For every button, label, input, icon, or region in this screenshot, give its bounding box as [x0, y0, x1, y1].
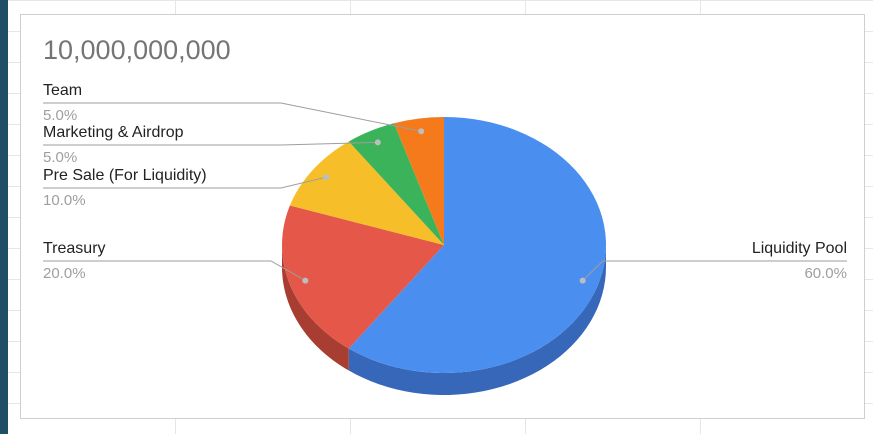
slice-label: Team [43, 82, 82, 99]
chart-card[interactable]: 10,000,000,000 Liquidity Pool 60.0% Treasu… [20, 14, 865, 419]
label-treasury: Treasury 20.0% [43, 240, 309, 284]
pie-slice-marketing-airdrop[interactable] [348, 123, 444, 245]
chart-title: 10,000,000,000 [43, 35, 231, 65]
label-dot [323, 174, 330, 181]
label-leader-line [43, 141, 378, 146]
label-dot [418, 128, 425, 135]
slice-percent: 10.0% [43, 192, 86, 209]
label-dot [579, 277, 586, 284]
pie-side-liquidity-pool [348, 245, 606, 395]
label-leader-line [582, 260, 847, 281]
pie-slices [282, 117, 607, 373]
label-dot [374, 139, 381, 146]
label-team: Team 5.0% [43, 82, 425, 135]
label-leader-line [43, 102, 422, 132]
pie-sides [282, 245, 606, 395]
window-edge [0, 0, 8, 434]
label-liquidity-pool: Liquidity Pool 60.0% [579, 240, 847, 284]
pie-slice-liquidity-pool[interactable] [348, 117, 607, 373]
slice-percent: 60.0% [804, 265, 847, 282]
label-leader-line [43, 260, 306, 282]
pie-slice-treasury[interactable] [282, 205, 444, 349]
slice-percent: 20.0% [43, 265, 86, 282]
label-dot [302, 277, 309, 284]
slice-label: Marketing & Airdrop [43, 124, 184, 141]
slice-label: Pre Sale (For Liquidity) [43, 167, 207, 184]
pie-side-treasury [282, 245, 349, 371]
slice-label: Treasury [43, 240, 106, 257]
slice-percent: 5.0% [43, 107, 77, 124]
pie-slice-team[interactable] [393, 117, 444, 245]
pie-chart: 10,000,000,000 Liquidity Pool 60.0% Treasu… [43, 35, 847, 395]
slice-percent: 5.0% [43, 149, 77, 166]
label-marketing-airdrop: Marketing & Airdrop 5.0% [43, 124, 381, 166]
pie-slice-pre-sale-for-liquidity[interactable] [289, 141, 444, 245]
pie-labels: Liquidity Pool 60.0% Treasury 20.0% Pre Sale… [43, 82, 847, 284]
label-pre-sale-for-liquidity: Pre Sale (For Liquidity) 10.0% [43, 167, 330, 209]
slice-label: Liquidity Pool [752, 240, 847, 257]
label-leader-line [43, 176, 327, 189]
